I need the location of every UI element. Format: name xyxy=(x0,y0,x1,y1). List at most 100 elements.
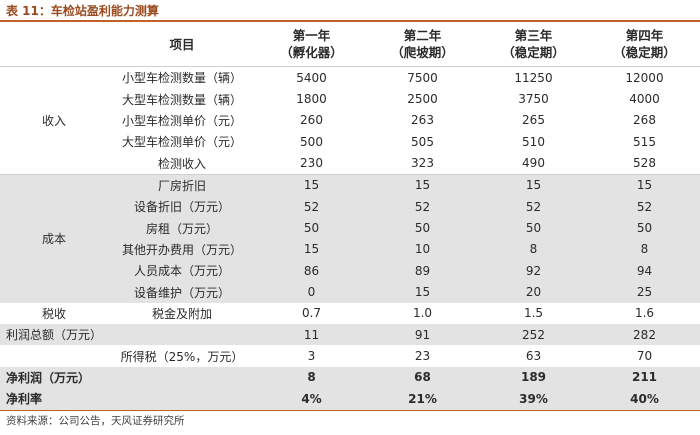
bottom-rule xyxy=(0,410,700,411)
value-cell: 23 xyxy=(414,349,431,364)
value-cell: 515 xyxy=(633,134,656,149)
value-cell: 211 xyxy=(589,366,700,389)
value-cell: 528 xyxy=(633,156,656,171)
table-row: 大型车检测数量（辆） 1800 2500 3750 4000 xyxy=(0,88,700,109)
value-cell: 7500 xyxy=(407,70,438,85)
header-blank xyxy=(0,22,108,67)
value-cell: 3750 xyxy=(518,92,549,107)
value-cell: 2500 xyxy=(407,92,438,107)
value-cell: 510 xyxy=(522,134,545,149)
header-item: 项目 xyxy=(169,36,195,52)
value-cell: 189 xyxy=(478,366,589,389)
value-cell: 11 xyxy=(256,324,367,346)
value-cell: 92 xyxy=(478,260,589,282)
table-row: 小型车检测单价（元） 260 263 265 268 xyxy=(0,110,700,131)
value-cell: 8 xyxy=(589,238,700,261)
value-cell: 15 xyxy=(478,173,589,197)
value-cell: 1800 xyxy=(296,92,327,107)
value-cell: 50 xyxy=(367,217,478,239)
value-cell: 15 xyxy=(589,173,700,197)
value-cell: 10 xyxy=(367,238,478,261)
table-row: 其他开办费用（万元） 15 10 8 8 xyxy=(0,238,700,261)
row-label: 设备维护（万元） xyxy=(108,281,256,303)
row-label: 净利润（万元） xyxy=(0,366,256,389)
value-cell: 63 xyxy=(525,349,542,364)
row-label: 小型车检测数量（辆） xyxy=(121,71,242,86)
row-label: 税金及附加 xyxy=(151,306,212,321)
table-row: 净利率 4% 21% 39% 40% xyxy=(0,388,700,410)
table-row: 所得税（25%，万元） 3 23 63 70 xyxy=(0,345,700,366)
value-cell: 50 xyxy=(589,217,700,239)
table-row: 收入 小型车检测数量（辆） 5400 7500 11250 12000 xyxy=(0,67,700,128)
value-cell: 15 xyxy=(256,238,367,261)
header-year-2: 第二年 （爬坡期） xyxy=(391,28,454,60)
header-row: 项目 第一年 （孵化器） 第二年 （爬坡期） 第三年 （稳定期） 第四年 （稳定期） xyxy=(0,22,700,67)
profitability-table: 项目 第一年 （孵化器） 第二年 （爬坡期） 第三年 （稳定期） 第四年 （稳定期） 收… xyxy=(0,22,700,410)
top-rule xyxy=(0,20,700,22)
row-label: 设备折旧（万元） xyxy=(108,196,256,218)
value-cell: 21% xyxy=(367,388,478,410)
row-label: 房租（万元） xyxy=(108,217,256,239)
row-label: 人员成本（万元） xyxy=(108,260,256,282)
table-row: 利润总额（万元） 11 91 252 282 xyxy=(0,324,700,346)
value-cell: 265 xyxy=(522,113,545,128)
value-cell: 50 xyxy=(478,217,589,239)
value-cell: 20 xyxy=(478,281,589,303)
header-year-3: 第三年 （稳定期） xyxy=(502,28,565,60)
table-row: 检测收入 230 323 490 528 xyxy=(0,152,700,174)
row-label: 小型车检测单价（元） xyxy=(121,113,242,128)
table-title: 表 11：车检站盈利能力测算 xyxy=(6,4,159,18)
value-cell: 52 xyxy=(589,196,700,218)
value-cell: 0.7 xyxy=(301,306,322,321)
table-row: 设备折旧（万元） 52 52 52 52 xyxy=(0,196,700,218)
table-row: 设备维护（万元） 0 15 20 25 xyxy=(0,281,700,303)
value-cell: 260 xyxy=(300,113,323,128)
row-label: 利润总额（万元） xyxy=(0,324,256,346)
value-cell: 25 xyxy=(589,281,700,303)
row-group-label: 收入 xyxy=(41,113,66,128)
row-label: 厂房折旧 xyxy=(108,173,256,197)
value-cell: 1.5 xyxy=(523,306,544,321)
value-cell: 52 xyxy=(256,196,367,218)
value-cell: 12000 xyxy=(625,70,664,85)
source-note: 资料来源：公司公告，天风证券研究所 xyxy=(6,415,185,427)
table-row: 房租（万元） 50 50 50 50 xyxy=(0,217,700,239)
value-cell: 52 xyxy=(478,196,589,218)
value-cell: 1.6 xyxy=(634,306,655,321)
value-cell: 263 xyxy=(411,113,434,128)
row-group-label: 税收 xyxy=(41,306,66,321)
value-cell: 91 xyxy=(367,324,478,346)
value-cell: 39% xyxy=(478,388,589,410)
row-label: 检测收入 xyxy=(157,156,206,171)
value-cell: 15 xyxy=(367,281,478,303)
value-cell: 282 xyxy=(589,324,700,346)
value-cell: 8 xyxy=(478,238,589,261)
value-cell: 52 xyxy=(367,196,478,218)
value-cell: 15 xyxy=(367,173,478,197)
value-cell: 268 xyxy=(633,113,656,128)
value-cell: 70 xyxy=(636,349,653,364)
value-cell: 68 xyxy=(367,366,478,389)
header-year-4: 第四年 （稳定期） xyxy=(613,28,676,60)
row-label: 大型车检测单价（元） xyxy=(121,135,242,150)
value-cell: 500 xyxy=(300,134,323,149)
row-label: 净利率 xyxy=(0,388,256,410)
table-row: 人员成本（万元） 86 89 92 94 xyxy=(0,260,700,282)
row-label: 所得税（25%，万元） xyxy=(120,349,244,364)
value-cell: 252 xyxy=(478,324,589,346)
value-cell: 50 xyxy=(256,217,367,239)
row-label: 其他开办费用（万元） xyxy=(108,238,256,261)
value-cell: 94 xyxy=(589,260,700,282)
row-group-label: 成本 xyxy=(0,173,108,303)
value-cell: 1.0 xyxy=(412,306,433,321)
value-cell: 3 xyxy=(307,349,316,364)
table-row: 税收 税金及附加 0.7 1.0 1.5 1.6 xyxy=(0,303,700,324)
table-row: 成本 厂房折旧 15 15 15 15 xyxy=(0,173,700,303)
value-cell: 4000 xyxy=(629,92,660,107)
value-cell: 8 xyxy=(256,366,367,389)
value-cell: 11250 xyxy=(514,70,553,85)
table-row: 大型车检测单价（元） 500 505 510 515 xyxy=(0,131,700,152)
value-cell: 0 xyxy=(256,281,367,303)
value-cell: 490 xyxy=(522,156,545,171)
value-cell: 40% xyxy=(589,388,700,410)
